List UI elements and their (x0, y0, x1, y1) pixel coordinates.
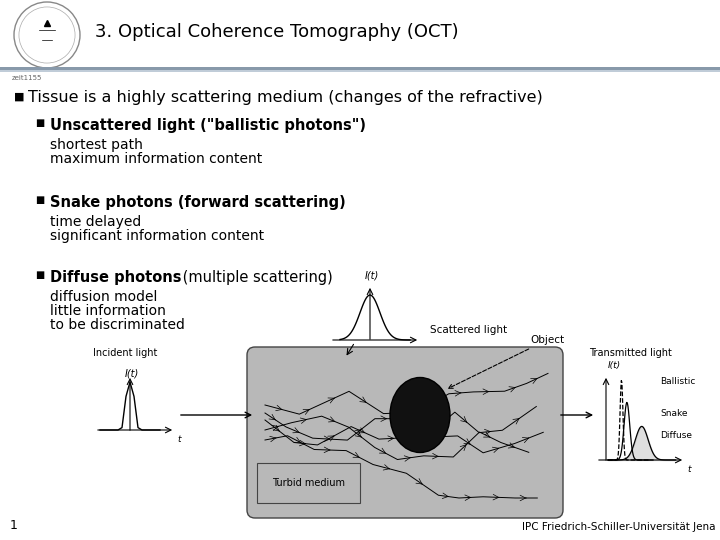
Bar (0, 70, 720, 72)
Text: I(t): I(t) (125, 368, 139, 378)
Text: Snake: Snake (660, 408, 688, 417)
Text: I(t): I(t) (365, 270, 379, 280)
Text: Diffuse: Diffuse (660, 430, 692, 440)
FancyBboxPatch shape (247, 347, 563, 518)
Text: Diffuse photons: Diffuse photons (50, 270, 181, 285)
Text: maximum information content: maximum information content (50, 152, 262, 166)
Text: ■: ■ (35, 195, 44, 205)
Text: : (multiple scattering): : (multiple scattering) (173, 270, 333, 285)
Text: IPC Friedrich-Schiller-Universität Jena: IPC Friedrich-Schiller-Universität Jena (521, 522, 715, 532)
Text: Unscattered light ("ballistic photons"): Unscattered light ("ballistic photons") (50, 118, 366, 133)
Text: Snake photons (forward scattering): Snake photons (forward scattering) (50, 195, 346, 210)
Text: Turbid medium: Turbid medium (272, 478, 345, 488)
Text: zeit1155: zeit1155 (12, 75, 42, 81)
Text: ■: ■ (14, 92, 24, 102)
Ellipse shape (390, 377, 450, 453)
Text: Scattered light: Scattered light (430, 325, 507, 335)
Text: Object: Object (449, 335, 564, 388)
Text: ■: ■ (35, 118, 44, 128)
Text: 1: 1 (10, 519, 18, 532)
Text: Ballistic: Ballistic (660, 377, 696, 387)
Text: 3. Optical Coherence Tomography (OCT): 3. Optical Coherence Tomography (OCT) (95, 23, 459, 41)
Text: diffusion model: diffusion model (50, 290, 158, 304)
Bar (0, 67, 720, 70)
Text: significant information content: significant information content (50, 229, 264, 243)
Text: time delayed: time delayed (50, 215, 141, 229)
Text: t: t (177, 435, 181, 444)
Text: ■: ■ (35, 270, 44, 280)
Text: t: t (687, 465, 690, 474)
Text: I(t): I(t) (608, 361, 621, 370)
Text: to be discriminated: to be discriminated (50, 318, 185, 332)
Text: Tissue is a highly scattering medium (changes of the refractive): Tissue is a highly scattering medium (ch… (28, 90, 543, 105)
Text: shortest path: shortest path (50, 138, 143, 152)
Text: Incident light: Incident light (93, 348, 157, 358)
Text: Transmitted light: Transmitted light (588, 348, 672, 358)
Text: little information: little information (50, 304, 166, 318)
